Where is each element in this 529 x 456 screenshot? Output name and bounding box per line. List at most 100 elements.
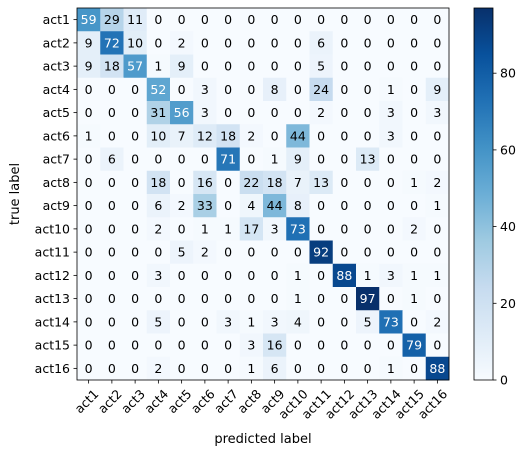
cell-value-label: 0: [387, 245, 395, 260]
cell-value-label: 0: [85, 105, 93, 120]
cell-value-label: 0: [271, 12, 279, 27]
matrix-cell: [100, 170, 124, 195]
cell-value-label: 0: [387, 291, 395, 306]
matrix-cell: [146, 170, 171, 195]
matrix-cell: [356, 217, 380, 241]
cell-value-label: 71: [220, 152, 236, 167]
cell-value-label: 1: [224, 221, 232, 236]
matrix-cell: [425, 287, 450, 311]
cell-value-label: 3: [271, 221, 279, 236]
matrix-cell: [77, 217, 101, 241]
matrix-cell: [193, 147, 217, 172]
y-tick-label: act6: [43, 128, 70, 143]
cell-value-label: 0: [271, 59, 279, 74]
cell-value-label: 0: [201, 338, 209, 353]
cell-value-label: 0: [108, 82, 116, 97]
matrix-cell: [332, 31, 357, 55]
x-tick-label: act7: [211, 386, 241, 416]
cell-value-label: 52: [150, 82, 166, 97]
cell-value-label: 0: [317, 314, 325, 329]
matrix-cell: [356, 101, 380, 125]
matrix-cell: [263, 240, 287, 265]
matrix-cell: [402, 287, 427, 311]
cell-value-label: 0: [387, 35, 395, 50]
cell-value-label: 0: [178, 82, 186, 97]
cell-value-label: 0: [340, 59, 348, 74]
cell-value-label: 2: [154, 221, 162, 236]
matrix-cell: [100, 333, 124, 358]
cell-value-label: 1: [271, 152, 279, 167]
cell-value-label: 0: [387, 152, 395, 167]
cell-value-label: 0: [410, 59, 418, 74]
cell-value-label: 0: [247, 35, 255, 50]
cell-value-label: 0: [85, 152, 93, 167]
colorbar-tick-label: 20: [500, 296, 516, 311]
matrix-cell: [356, 356, 380, 381]
cell-value-label: 0: [271, 105, 279, 120]
cell-value-label: 0: [178, 268, 186, 283]
cell-value-label: 0: [271, 291, 279, 306]
cell-value-label: 0: [201, 268, 209, 283]
y-tick-label: act9: [43, 198, 70, 213]
cell-value-label: 22: [243, 175, 259, 190]
cell-value-label: 44: [290, 128, 306, 143]
cell-value-label: 0: [224, 268, 232, 283]
cell-value-label: 1: [247, 361, 255, 376]
matrix-cell: [100, 287, 124, 311]
cell-value-label: 2: [178, 35, 186, 50]
matrix-cell: [402, 54, 427, 79]
matrix-cell: [77, 356, 101, 381]
cell-value-label: 0: [294, 338, 302, 353]
matrix-cell: [100, 101, 124, 125]
cell-value-label: 0: [201, 12, 209, 27]
y-tick-label: act15: [35, 338, 70, 353]
matrix-cell: [193, 124, 217, 148]
cell-value-label: 0: [224, 82, 232, 97]
matrix-cell: [356, 31, 380, 55]
cell-value-label: 0: [433, 59, 441, 74]
cell-value-label: 0: [294, 245, 302, 260]
matrix-cell: [309, 124, 334, 148]
matrix-cell: [123, 170, 148, 195]
matrix-cell: [263, 287, 287, 311]
matrix-cell: [216, 356, 241, 381]
cell-value-label: 0: [340, 291, 348, 306]
matrix-cell: [263, 263, 287, 288]
matrix-cell: [309, 170, 334, 195]
matrix-cell: [286, 310, 310, 334]
cell-value-label: 3: [387, 128, 395, 143]
y-tick-label: act4: [43, 82, 70, 97]
cell-value-label: 0: [247, 59, 255, 74]
cell-value-label: 1: [433, 268, 441, 283]
matrix-cell: [146, 77, 171, 102]
matrix-cell: [193, 217, 217, 241]
cell-value-label: 0: [154, 35, 162, 50]
cell-value-label: 0: [201, 59, 209, 74]
x-axis-label: predicted label: [214, 432, 311, 447]
matrix-cell: [402, 356, 427, 381]
cell-value-label: 0: [178, 361, 186, 376]
matrix-cell: [332, 147, 357, 172]
cell-value-label: 1: [247, 314, 255, 329]
cell-value-label: 3: [433, 105, 441, 120]
matrix-cell: [402, 8, 427, 32]
matrix-cell: [379, 333, 403, 358]
cell-value-label: 0: [294, 105, 302, 120]
matrix-cell: [402, 31, 427, 55]
matrix-cell: [425, 54, 450, 79]
y-tick-label: act10: [35, 221, 70, 236]
cell-value-label: 0: [340, 128, 348, 143]
matrix-cell: [309, 310, 334, 334]
cell-value-label: 0: [271, 245, 279, 260]
matrix-cell: [309, 54, 334, 79]
matrix-cell: [356, 77, 380, 102]
cell-value-label: 0: [154, 152, 162, 167]
matrix-cell: [379, 54, 403, 79]
matrix-cell: [170, 77, 194, 102]
matrix-cell: [425, 356, 450, 381]
cell-value-label: 0: [85, 221, 93, 236]
cell-value-label: 0: [271, 268, 279, 283]
cell-value-label: 9: [433, 82, 441, 97]
matrix-cell: [239, 147, 264, 172]
